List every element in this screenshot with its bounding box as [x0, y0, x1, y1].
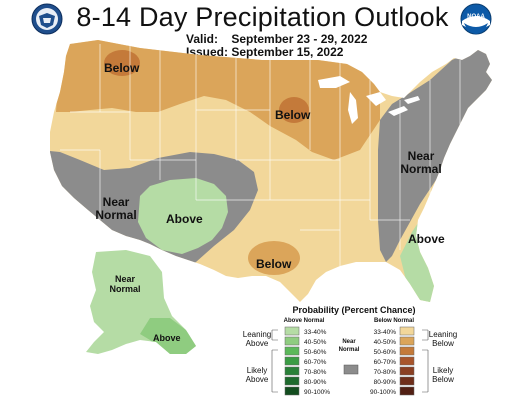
- legend-above-bins: 33-40% 40-50% 50-60% 60-70% 70-80% 80-90% 90-1…: [284, 326, 330, 396]
- legend-leaning-above: Leaning Above: [243, 330, 271, 348]
- region-below-texas: [248, 241, 300, 275]
- label-near-normal-west-line: Near: [103, 195, 130, 209]
- label-below-northwest: Below: [104, 61, 140, 75]
- legend-below-bin-label: 40-50%: [374, 339, 397, 346]
- label-near-normal-alaska-line: Near: [115, 274, 136, 284]
- legend-below-bin-swatch: [399, 346, 415, 356]
- legend-brackets: [271, 329, 429, 393]
- legend: Probability (Percent Chance) Above Norma…: [243, 305, 457, 396]
- label-near-normal-west-line: Normal: [95, 208, 136, 222]
- region-above-alaska-strong: [140, 318, 196, 354]
- label-near-normal-west: Near Normal: [95, 195, 136, 222]
- great-lakes: [318, 76, 420, 124]
- legend-above-header: Above Normal: [284, 318, 325, 324]
- legend-near-label-line: Normal: [339, 347, 360, 353]
- date-block: Valid: September 23 - 29, 2022 Issued: S…: [186, 33, 367, 59]
- alaska-regions: [86, 250, 196, 354]
- legend-below-header: Below Normal: [374, 318, 414, 324]
- legend-below-bin-swatch: [399, 336, 415, 346]
- legend-near-label-line: Near: [342, 339, 356, 345]
- region-near-normal-east: [378, 48, 492, 262]
- legend-above-bin-label: 33-40%: [304, 329, 327, 336]
- label-near-normal-east-line: Normal: [400, 162, 441, 176]
- noaa-logo-text: NOAA: [467, 14, 485, 20]
- legend-below-bin-swatch: [399, 386, 415, 396]
- state-borders: [60, 44, 461, 270]
- legend-below-bin-label: 80-90%: [374, 379, 397, 386]
- legend-above-bin-swatch: [284, 326, 300, 336]
- doc-seal-icon: [31, 3, 63, 35]
- legend-below-bin-swatch: [399, 326, 415, 336]
- issued-date: September 15, 2022: [231, 45, 344, 59]
- legend-leaning-above-line: Leaning: [243, 330, 271, 339]
- region-below-nw-core: [104, 50, 140, 76]
- legend-above-bin-label: 50-60%: [304, 349, 327, 356]
- legend-above-bin-label: 40-50%: [304, 339, 327, 346]
- label-below-upper-midwest: Below: [275, 108, 311, 122]
- region-above-southwest: [138, 178, 228, 254]
- valid-dates: September 23 - 29, 2022: [231, 32, 368, 46]
- legend-below-bin-label: 33-40%: [374, 329, 397, 336]
- legend-near-label: Near Normal: [339, 339, 360, 353]
- valid-line: Valid: September 23 - 29, 2022: [186, 33, 367, 46]
- label-above-southwest: Above: [166, 212, 203, 226]
- region-label-layer: Below Below Below Above Above Above Near…: [95, 61, 445, 343]
- legend-above-bin-swatch: [284, 376, 300, 386]
- label-near-normal-alaska-line: Normal: [109, 284, 140, 294]
- legend-likely-above-line: Above: [246, 375, 269, 384]
- legend-likely-below: Likely Below: [432, 366, 454, 384]
- label-below-texas: Below: [256, 257, 292, 271]
- legend-likely-below-line: Below: [432, 375, 454, 384]
- map-title: 8-14 Day Precipitation Outlook: [76, 2, 449, 32]
- legend-below-bin-swatch: [399, 356, 415, 366]
- legend-likely-above: Likely Above: [246, 366, 269, 384]
- label-near-normal-east-line: Near: [408, 149, 435, 163]
- legend-below-bin-label: 50-60%: [374, 349, 397, 356]
- legend-above-bin-swatch: [284, 346, 300, 356]
- legend-below-bins: 33-40% 40-50% 50-60% 60-70% 70-80% 80-90% 90-1…: [370, 326, 415, 396]
- legend-above-bin-swatch: [284, 366, 300, 376]
- noaa-logo-icon: NOAA: [460, 3, 492, 35]
- legend-below-bin-label: 70-80%: [374, 369, 397, 376]
- valid-label: Valid:: [186, 32, 219, 46]
- legend-below-bin-swatch: [399, 376, 415, 386]
- legend-above-bin-label: 80-90%: [304, 379, 327, 386]
- label-above-alaska: Above: [153, 333, 181, 343]
- label-near-normal-alaska: Near Normal: [109, 274, 140, 294]
- legend-near-swatch: [343, 364, 359, 375]
- legend-below-bin-label: 60-70%: [374, 359, 397, 366]
- legend-leaning-below: Leaning Below: [429, 330, 457, 348]
- label-above-southeast: Above: [408, 232, 445, 246]
- legend-below-bin-swatch: [399, 366, 415, 376]
- label-near-normal-east: Near Normal: [400, 149, 441, 176]
- legend-leaning-below-line: Below: [432, 339, 454, 348]
- legend-leaning-above-line: Above: [246, 339, 269, 348]
- legend-below-bin-label: 90-100%: [370, 389, 396, 396]
- legend-above-bin-swatch: [284, 336, 300, 346]
- issued-line: Issued: September 15, 2022: [186, 46, 367, 59]
- legend-likely-below-line: Likely: [433, 366, 453, 375]
- legend-likely-above-line: Likely: [247, 366, 267, 375]
- legend-above-bin-label: 90-100%: [304, 389, 330, 396]
- legend-above-bin-swatch: [284, 386, 300, 396]
- region-below-midwest-core: [279, 97, 309, 123]
- legend-title: Probability (Percent Chance): [292, 305, 415, 315]
- legend-leaning-below-line: Leaning: [429, 330, 457, 339]
- legend-above-bin-swatch: [284, 356, 300, 366]
- legend-above-bin-label: 60-70%: [304, 359, 327, 366]
- legend-above-bin-label: 70-80%: [304, 369, 327, 376]
